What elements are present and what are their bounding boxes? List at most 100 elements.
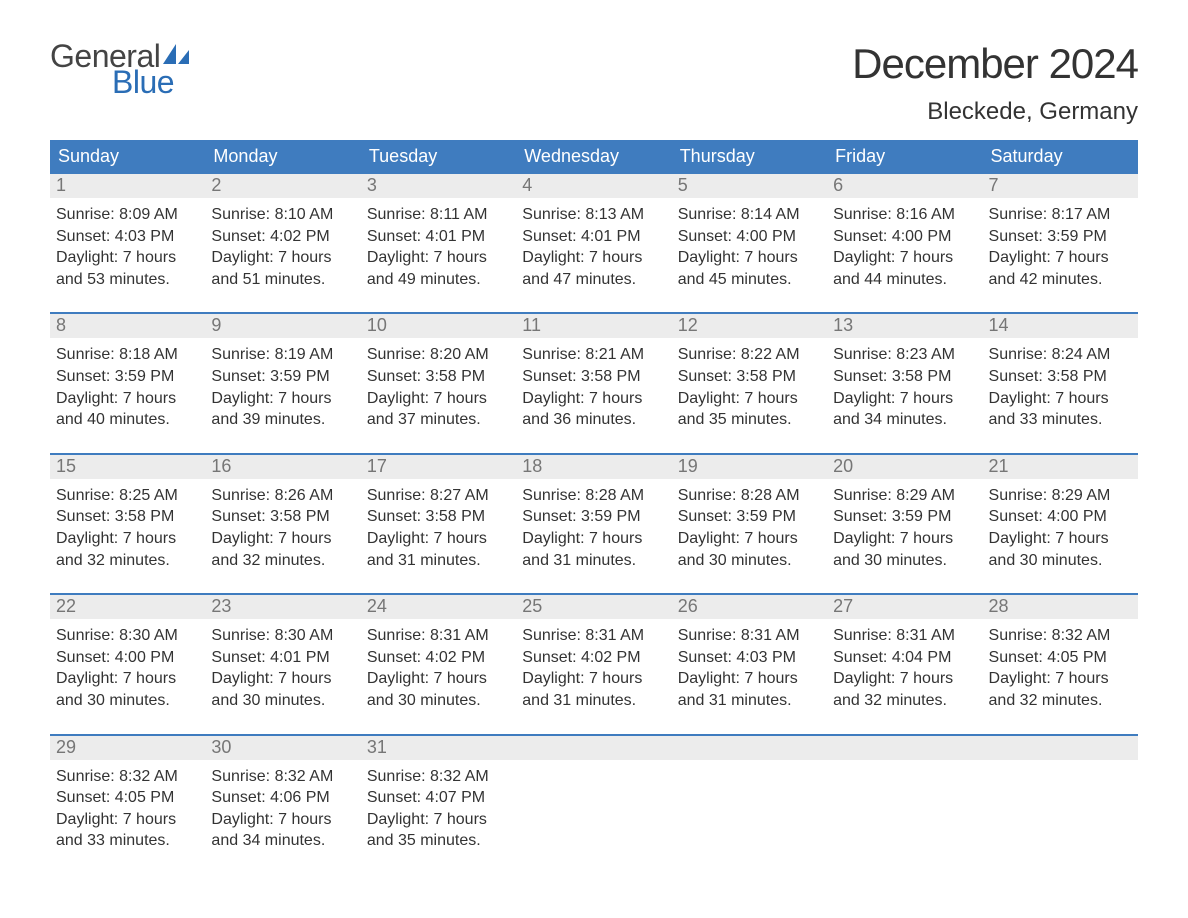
sunrise-line: Sunrise: 8:29 AM xyxy=(833,485,976,507)
sunset-line: Sunset: 4:00 PM xyxy=(56,647,199,669)
sunset-line: Sunset: 3:59 PM xyxy=(522,506,665,528)
week-row: 1Sunrise: 8:09 AMSunset: 4:03 PMDaylight… xyxy=(50,174,1138,294)
sunset-line: Sunset: 3:59 PM xyxy=(833,506,976,528)
day-number: 14 xyxy=(983,314,1138,338)
day-body: Sunrise: 8:22 AMSunset: 3:58 PMDaylight:… xyxy=(672,338,827,434)
daylight-line: Daylight: 7 hours and 35 minutes. xyxy=(367,809,510,852)
daylight-line: Daylight: 7 hours and 31 minutes. xyxy=(367,528,510,571)
day-cell: 21Sunrise: 8:29 AMSunset: 4:00 PMDayligh… xyxy=(983,455,1138,575)
daylight-line: Daylight: 7 hours and 30 minutes. xyxy=(989,528,1132,571)
day-body: Sunrise: 8:10 AMSunset: 4:02 PMDaylight:… xyxy=(205,198,360,294)
day-number: . xyxy=(516,736,671,760)
day-body: Sunrise: 8:28 AMSunset: 3:59 PMDaylight:… xyxy=(672,479,827,575)
day-number: 29 xyxy=(50,736,205,760)
sunset-line: Sunset: 3:59 PM xyxy=(56,366,199,388)
day-number: 13 xyxy=(827,314,982,338)
day-cell: 25Sunrise: 8:31 AMSunset: 4:02 PMDayligh… xyxy=(516,595,671,715)
day-cell: 17Sunrise: 8:27 AMSunset: 3:58 PMDayligh… xyxy=(361,455,516,575)
sunrise-line: Sunrise: 8:22 AM xyxy=(678,344,821,366)
day-cell: 14Sunrise: 8:24 AMSunset: 3:58 PMDayligh… xyxy=(983,314,1138,434)
daylight-line: Daylight: 7 hours and 31 minutes. xyxy=(522,668,665,711)
sunrise-line: Sunrise: 8:18 AM xyxy=(56,344,199,366)
brand-word-2: Blue xyxy=(112,66,189,98)
day-body: Sunrise: 8:29 AMSunset: 4:00 PMDaylight:… xyxy=(983,479,1138,575)
day-number: 12 xyxy=(672,314,827,338)
day-number: . xyxy=(827,736,982,760)
day-body: Sunrise: 8:16 AMSunset: 4:00 PMDaylight:… xyxy=(827,198,982,294)
day-cell: 30Sunrise: 8:32 AMSunset: 4:06 PMDayligh… xyxy=(205,736,360,856)
sunset-line: Sunset: 4:05 PM xyxy=(56,787,199,809)
sunrise-line: Sunrise: 8:29 AM xyxy=(989,485,1132,507)
daylight-line: Daylight: 7 hours and 53 minutes. xyxy=(56,247,199,290)
month-title: December 2024 xyxy=(852,40,1138,88)
day-number: 18 xyxy=(516,455,671,479)
day-number: 25 xyxy=(516,595,671,619)
day-number: 8 xyxy=(50,314,205,338)
day-body: Sunrise: 8:31 AMSunset: 4:03 PMDaylight:… xyxy=(672,619,827,715)
day-body: Sunrise: 8:32 AMSunset: 4:06 PMDaylight:… xyxy=(205,760,360,856)
daylight-line: Daylight: 7 hours and 33 minutes. xyxy=(56,809,199,852)
sunrise-line: Sunrise: 8:20 AM xyxy=(367,344,510,366)
sunrise-line: Sunrise: 8:31 AM xyxy=(833,625,976,647)
daylight-line: Daylight: 7 hours and 45 minutes. xyxy=(678,247,821,290)
sunrise-line: Sunrise: 8:11 AM xyxy=(367,204,510,226)
day-body: Sunrise: 8:17 AMSunset: 3:59 PMDaylight:… xyxy=(983,198,1138,294)
daylight-line: Daylight: 7 hours and 51 minutes. xyxy=(211,247,354,290)
day-body: Sunrise: 8:30 AMSunset: 4:01 PMDaylight:… xyxy=(205,619,360,715)
sunset-line: Sunset: 4:00 PM xyxy=(833,226,976,248)
day-number: 20 xyxy=(827,455,982,479)
sunset-line: Sunset: 4:02 PM xyxy=(211,226,354,248)
day-number: 19 xyxy=(672,455,827,479)
day-number: 7 xyxy=(983,174,1138,198)
daylight-line: Daylight: 7 hours and 32 minutes. xyxy=(56,528,199,571)
sunset-line: Sunset: 4:00 PM xyxy=(989,506,1132,528)
day-number: . xyxy=(672,736,827,760)
weekday-header: Friday xyxy=(827,140,982,174)
sail-icon xyxy=(163,44,189,66)
day-cell: 24Sunrise: 8:31 AMSunset: 4:02 PMDayligh… xyxy=(361,595,516,715)
weekday-header-row: Sunday Monday Tuesday Wednesday Thursday… xyxy=(50,140,1138,174)
sunrise-line: Sunrise: 8:32 AM xyxy=(211,766,354,788)
sunrise-line: Sunrise: 8:26 AM xyxy=(211,485,354,507)
daylight-line: Daylight: 7 hours and 30 minutes. xyxy=(833,528,976,571)
weekday-header: Saturday xyxy=(983,140,1138,174)
sunset-line: Sunset: 4:02 PM xyxy=(522,647,665,669)
sunset-line: Sunset: 4:02 PM xyxy=(367,647,510,669)
sunset-line: Sunset: 3:58 PM xyxy=(833,366,976,388)
header: General Blue December 2024 Bleckede, Ger… xyxy=(50,40,1138,126)
day-body: Sunrise: 8:13 AMSunset: 4:01 PMDaylight:… xyxy=(516,198,671,294)
day-body: Sunrise: 8:25 AMSunset: 3:58 PMDaylight:… xyxy=(50,479,205,575)
day-number: 1 xyxy=(50,174,205,198)
day-cell: 22Sunrise: 8:30 AMSunset: 4:00 PMDayligh… xyxy=(50,595,205,715)
daylight-line: Daylight: 7 hours and 33 minutes. xyxy=(989,388,1132,431)
day-number: 16 xyxy=(205,455,360,479)
sunrise-line: Sunrise: 8:28 AM xyxy=(522,485,665,507)
sunrise-line: Sunrise: 8:31 AM xyxy=(367,625,510,647)
day-cell: 8Sunrise: 8:18 AMSunset: 3:59 PMDaylight… xyxy=(50,314,205,434)
sunrise-line: Sunrise: 8:27 AM xyxy=(367,485,510,507)
sunset-line: Sunset: 3:58 PM xyxy=(678,366,821,388)
sunset-line: Sunset: 4:01 PM xyxy=(367,226,510,248)
day-body: Sunrise: 8:09 AMSunset: 4:03 PMDaylight:… xyxy=(50,198,205,294)
day-body: Sunrise: 8:29 AMSunset: 3:59 PMDaylight:… xyxy=(827,479,982,575)
day-cell: 6Sunrise: 8:16 AMSunset: 4:00 PMDaylight… xyxy=(827,174,982,294)
sunrise-line: Sunrise: 8:10 AM xyxy=(211,204,354,226)
day-cell: 18Sunrise: 8:28 AMSunset: 3:59 PMDayligh… xyxy=(516,455,671,575)
day-number: 11 xyxy=(516,314,671,338)
day-body: Sunrise: 8:31 AMSunset: 4:04 PMDaylight:… xyxy=(827,619,982,715)
day-body: Sunrise: 8:32 AMSunset: 4:07 PMDaylight:… xyxy=(361,760,516,856)
day-cell: 12Sunrise: 8:22 AMSunset: 3:58 PMDayligh… xyxy=(672,314,827,434)
sunrise-line: Sunrise: 8:31 AM xyxy=(678,625,821,647)
day-cell: 5Sunrise: 8:14 AMSunset: 4:00 PMDaylight… xyxy=(672,174,827,294)
daylight-line: Daylight: 7 hours and 39 minutes. xyxy=(211,388,354,431)
daylight-line: Daylight: 7 hours and 32 minutes. xyxy=(989,668,1132,711)
sunrise-line: Sunrise: 8:14 AM xyxy=(678,204,821,226)
week-row: 8 Sunrise: 8:18 AMSunset: 3:59 PM Daylight… xyxy=(50,312,1138,434)
day-body: Sunrise: 8:26 AMSunset: 3:58 PMDaylight:… xyxy=(205,479,360,575)
day-body: Sunrise: 8:32 AMSunset: 4:05 PMDaylight:… xyxy=(983,619,1138,715)
day-number: 30 xyxy=(205,736,360,760)
daylight-line: Daylight: 7 hours and 49 minutes. xyxy=(367,247,510,290)
day-cell: 2Sunrise: 8:10 AMSunset: 4:02 PMDaylight… xyxy=(205,174,360,294)
day-cell: 28Sunrise: 8:32 AMSunset: 4:05 PMDayligh… xyxy=(983,595,1138,715)
day-cell: 1Sunrise: 8:09 AMSunset: 4:03 PMDaylight… xyxy=(50,174,205,294)
